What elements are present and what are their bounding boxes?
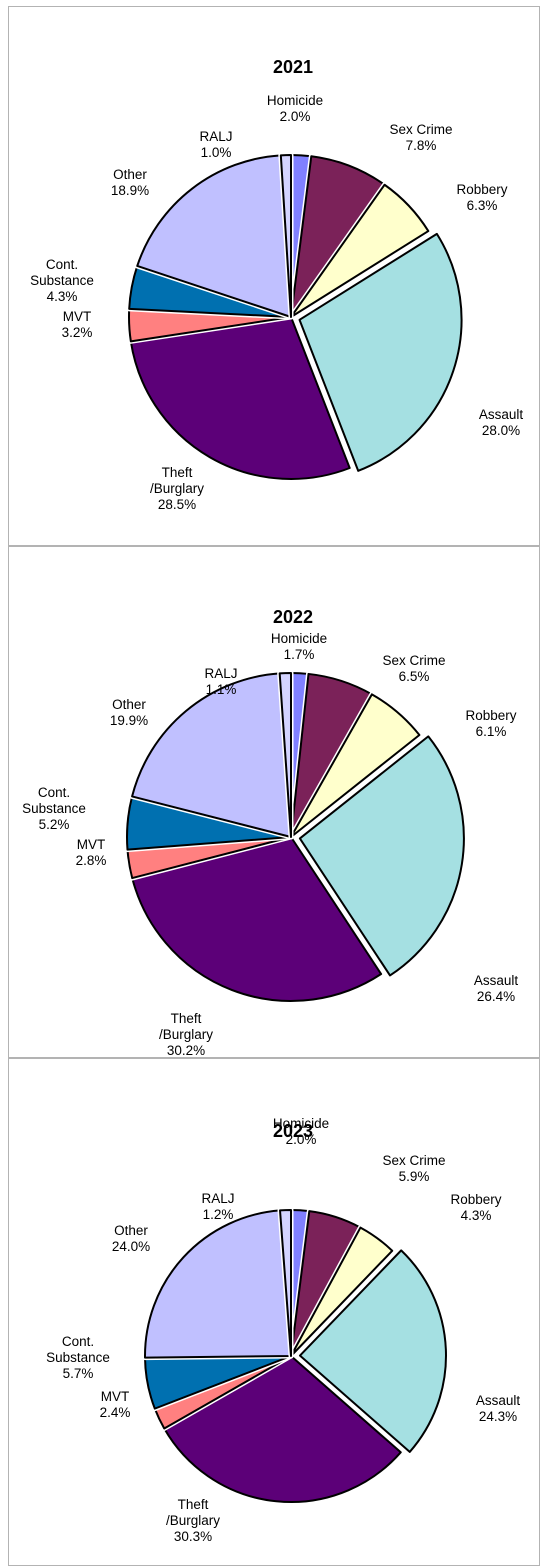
slice-label-cont-substance: Cont. Substance 4.3%: [30, 257, 94, 304]
slice-label-sex-crime: Sex Crime 7.8%: [389, 122, 452, 153]
slice-label-robbery: Robbery 6.3%: [456, 182, 507, 213]
pie-slice-other: [131, 672, 292, 838]
pie-chart-2023: 2023 Homicide 2.0% Sex Crime 5.9%Robbery 4.3…: [46, 1116, 520, 1544]
pie-labels: Homicide 2.0% Sex Crime 7.8%Robbery 6.3% Assa…: [30, 93, 523, 512]
slice-label-theft-burglary: Theft/Burglary 28.5%: [150, 465, 204, 512]
slice-label-homicide: Homicide 2.0%: [273, 1116, 329, 1147]
pie-slice-other: [144, 1209, 292, 1359]
slice-label-other: Other 19.9%: [110, 697, 148, 728]
chart-panel-2023: 2023 Homicide 2.0% Sex Crime 5.9% Robbery 4.3…: [8, 1058, 540, 1566]
slice-label-mvt: MVT 3.2%: [62, 309, 93, 340]
slice-label-homicide: Homicide 2.0%: [267, 93, 323, 124]
pie-slice-robbery: [290, 183, 430, 318]
pie-slice-assault: [298, 735, 465, 977]
pie-slices: [142, 1207, 449, 1505]
pie-slice-ralj: [279, 154, 292, 318]
slice-label-ralj: RALJ 1.2%: [201, 1191, 234, 1222]
pie-slices: [126, 152, 464, 482]
slice-label-ralj: RALJ 1.1%: [204, 666, 237, 697]
slice-label-other: Other 24.0%: [112, 1223, 150, 1254]
pie-slice-assault: [298, 232, 463, 472]
slice-label-assault: Assault 24.3%: [476, 1393, 521, 1424]
pie-slice-assault: [298, 1249, 447, 1453]
slice-label-homicide: Homicide 1.7%: [271, 631, 327, 662]
slice-label-robbery: Robbery 4.3%: [450, 1192, 501, 1223]
pie-labels: Homicide 1.7% Sex Crime 6.5% Robbery 6.1% Assa…: [22, 631, 518, 1058]
pie-slice-ralj: [279, 1209, 292, 1357]
slice-label-cont-substance: Cont. Substance 5.7%: [46, 1334, 110, 1381]
slice-label-theft-burglary: Theft/Burglary 30.3%: [166, 1497, 220, 1544]
pie-chart-2022: 2022 Homicide 1.7% Sex Crime 6.5% Robbery 6.1…: [22, 607, 518, 1058]
pie-slice-robbery: [290, 693, 421, 838]
chart-panel-2022: 2022 Homicide 1.7% Sex Crime 6.5% Robbery 6.1…: [8, 546, 540, 1058]
slice-label-mvt: MVT 2.8%: [76, 837, 107, 868]
slice-label-robbery: Robbery 6.1%: [465, 708, 516, 739]
pie-slice-ralj: [278, 672, 292, 838]
pie-labels: Homicide 2.0% Sex Crime 5.9%Robbery 4.3% Assa…: [46, 1116, 520, 1544]
slice-label-cont-substance: Cont. Substance 5.2%: [22, 785, 86, 832]
pie-slice-other: [136, 154, 292, 318]
pie-slices: [124, 670, 467, 1004]
chart-title: 2021: [273, 57, 313, 77]
chart-panel-2021: 2021 Homicide 2.0% Sex Crime 7.8% Robbery 6.3…: [8, 6, 540, 546]
slice-label-sex-crime: Sex Crime 6.5%: [382, 653, 445, 684]
slice-label-mvt: MVT 2.4%: [100, 1389, 131, 1420]
pie-slice-theft-burglary: [131, 836, 383, 1002]
slice-label-assault: Assault 26.4%: [474, 973, 519, 1004]
slice-label-ralj: RALJ 1.0%: [199, 129, 232, 160]
slice-label-other: Other 18.9%: [111, 167, 149, 198]
pie-slice-theft-burglary: [163, 1355, 402, 1503]
slice-label-theft-burglary: Theft/Burglary 30.2%: [159, 1011, 213, 1058]
slice-label-assault: Assault 28.0%: [479, 407, 524, 438]
pie-slice-robbery: [290, 1226, 394, 1357]
chart-title: 2023: [273, 1121, 313, 1141]
pie-chart-2021: 2021 Homicide 2.0% Sex Crime 7.8%Robbery 6.3…: [30, 57, 523, 512]
pie-slice-theft-burglary: [129, 316, 351, 480]
slice-label-sex-crime: Sex Crime 5.9%: [382, 1153, 445, 1184]
chart-title: 2022: [273, 607, 313, 627]
